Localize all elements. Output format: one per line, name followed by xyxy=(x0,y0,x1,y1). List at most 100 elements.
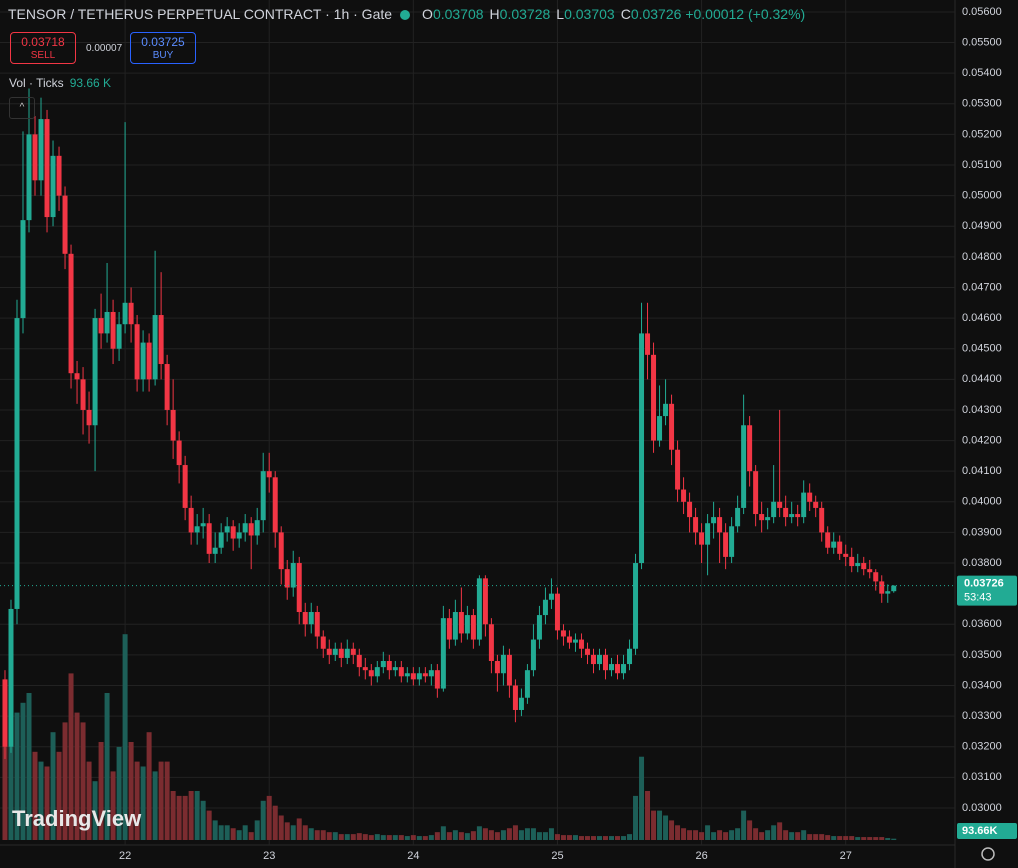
volume-bar xyxy=(188,791,194,840)
y-tick-label: 0.04400 xyxy=(962,373,1002,385)
candle-body xyxy=(536,615,542,640)
volume-bar xyxy=(470,831,476,840)
candle-body xyxy=(711,517,717,524)
candle-body xyxy=(212,547,218,554)
candle-body xyxy=(122,302,128,325)
volume-bar xyxy=(446,832,452,840)
y-tick-label: 0.03000 xyxy=(962,802,1002,814)
candle-body xyxy=(152,315,158,380)
candle-body xyxy=(14,318,20,609)
candle-body xyxy=(452,612,458,640)
candle-body xyxy=(753,471,759,515)
candle-body xyxy=(368,670,374,677)
candle-body xyxy=(789,514,795,518)
volume-bar xyxy=(116,746,122,840)
y-tick-label: 0.04100 xyxy=(962,465,1002,477)
volume-bar xyxy=(572,835,578,840)
candle-body xyxy=(380,660,386,668)
volume-bar xyxy=(2,683,8,840)
candle-body xyxy=(723,532,729,557)
candle-body xyxy=(885,591,891,594)
volume-legend: Vol · Ticks 93.66 K xyxy=(9,76,111,90)
candle-body xyxy=(506,654,512,686)
volume-bar xyxy=(134,761,140,840)
volume-bar xyxy=(290,825,296,840)
y-tick-label: 0.05400 xyxy=(962,67,1002,79)
volume-bar xyxy=(464,833,470,840)
volume-bar xyxy=(524,828,530,840)
candle-body xyxy=(386,660,392,671)
volume-bar xyxy=(392,835,398,840)
volume-bar xyxy=(26,693,32,840)
spread: 0.00007 xyxy=(86,43,123,54)
candle-body xyxy=(482,578,488,625)
candle-body xyxy=(633,563,639,649)
candle-body xyxy=(813,501,819,508)
volume-bar xyxy=(500,830,506,840)
volume-bar xyxy=(747,820,753,840)
buy-button[interactable]: 0.03725 BUY xyxy=(130,32,196,64)
logo: TradingView xyxy=(12,806,142,831)
candle-body xyxy=(801,492,807,518)
volume-bar xyxy=(332,832,338,840)
volume-bar xyxy=(338,834,344,840)
volume-bar xyxy=(50,732,56,840)
volume-bar xyxy=(759,832,765,840)
candle-body xyxy=(657,416,663,441)
header: TENSOR / TETHERUS PERPETUAL CONTRACT · 1… xyxy=(8,6,805,22)
x-tick-label: 26 xyxy=(695,850,707,862)
candle-body xyxy=(428,670,434,677)
volume-bar xyxy=(578,836,584,840)
volume-bar xyxy=(350,834,356,840)
candle-body xyxy=(32,134,38,181)
buy-label: BUY xyxy=(152,50,174,61)
volume-bar xyxy=(873,837,879,840)
volume-bar xyxy=(723,832,729,840)
volume-bar xyxy=(422,836,428,840)
volume-bar xyxy=(158,761,164,840)
candle-body xyxy=(422,673,428,677)
candle-body xyxy=(500,654,506,674)
volume-bar xyxy=(837,836,843,840)
collapse-toggle[interactable]: ^ xyxy=(9,97,35,119)
volume-bar xyxy=(254,820,260,840)
legend-key: C xyxy=(620,6,631,22)
candle-body xyxy=(687,501,693,518)
volume-bar xyxy=(152,771,158,840)
volume-axis-label: 93.66K xyxy=(962,825,998,837)
volume-bar xyxy=(344,834,350,840)
candle-body xyxy=(584,648,590,655)
candle-body xyxy=(260,471,266,521)
countdown: 53:43 xyxy=(964,592,992,604)
y-tick-label: 0.03200 xyxy=(962,741,1002,753)
volume-bar xyxy=(627,834,633,840)
candle-body xyxy=(651,354,657,441)
volume-bar xyxy=(416,836,422,840)
volume-bar xyxy=(92,781,98,840)
volume-bar xyxy=(801,830,807,840)
candle-body xyxy=(392,667,398,671)
candle-body xyxy=(777,501,783,508)
volume-bar xyxy=(615,836,621,840)
sell-button[interactable]: 0.03718 SELL xyxy=(10,32,76,64)
volume-bar xyxy=(374,834,380,840)
candle-body xyxy=(578,639,584,649)
volume-bar xyxy=(777,822,783,840)
candle-body xyxy=(783,507,789,518)
volume-bar xyxy=(206,810,212,840)
volume-bar xyxy=(74,712,80,840)
volume-bar xyxy=(855,837,861,840)
candle-body xyxy=(554,593,560,631)
candle-body xyxy=(134,324,140,380)
volume-bar xyxy=(62,722,68,840)
volume-bar xyxy=(182,795,188,840)
candle-body xyxy=(98,318,104,334)
x-tick-label: 27 xyxy=(840,850,852,862)
candle-body xyxy=(416,673,422,680)
volume-bar xyxy=(68,673,74,840)
volume-bar xyxy=(452,830,458,840)
candle-body xyxy=(879,581,885,594)
candle-body xyxy=(819,507,825,533)
candle-body xyxy=(596,654,602,665)
